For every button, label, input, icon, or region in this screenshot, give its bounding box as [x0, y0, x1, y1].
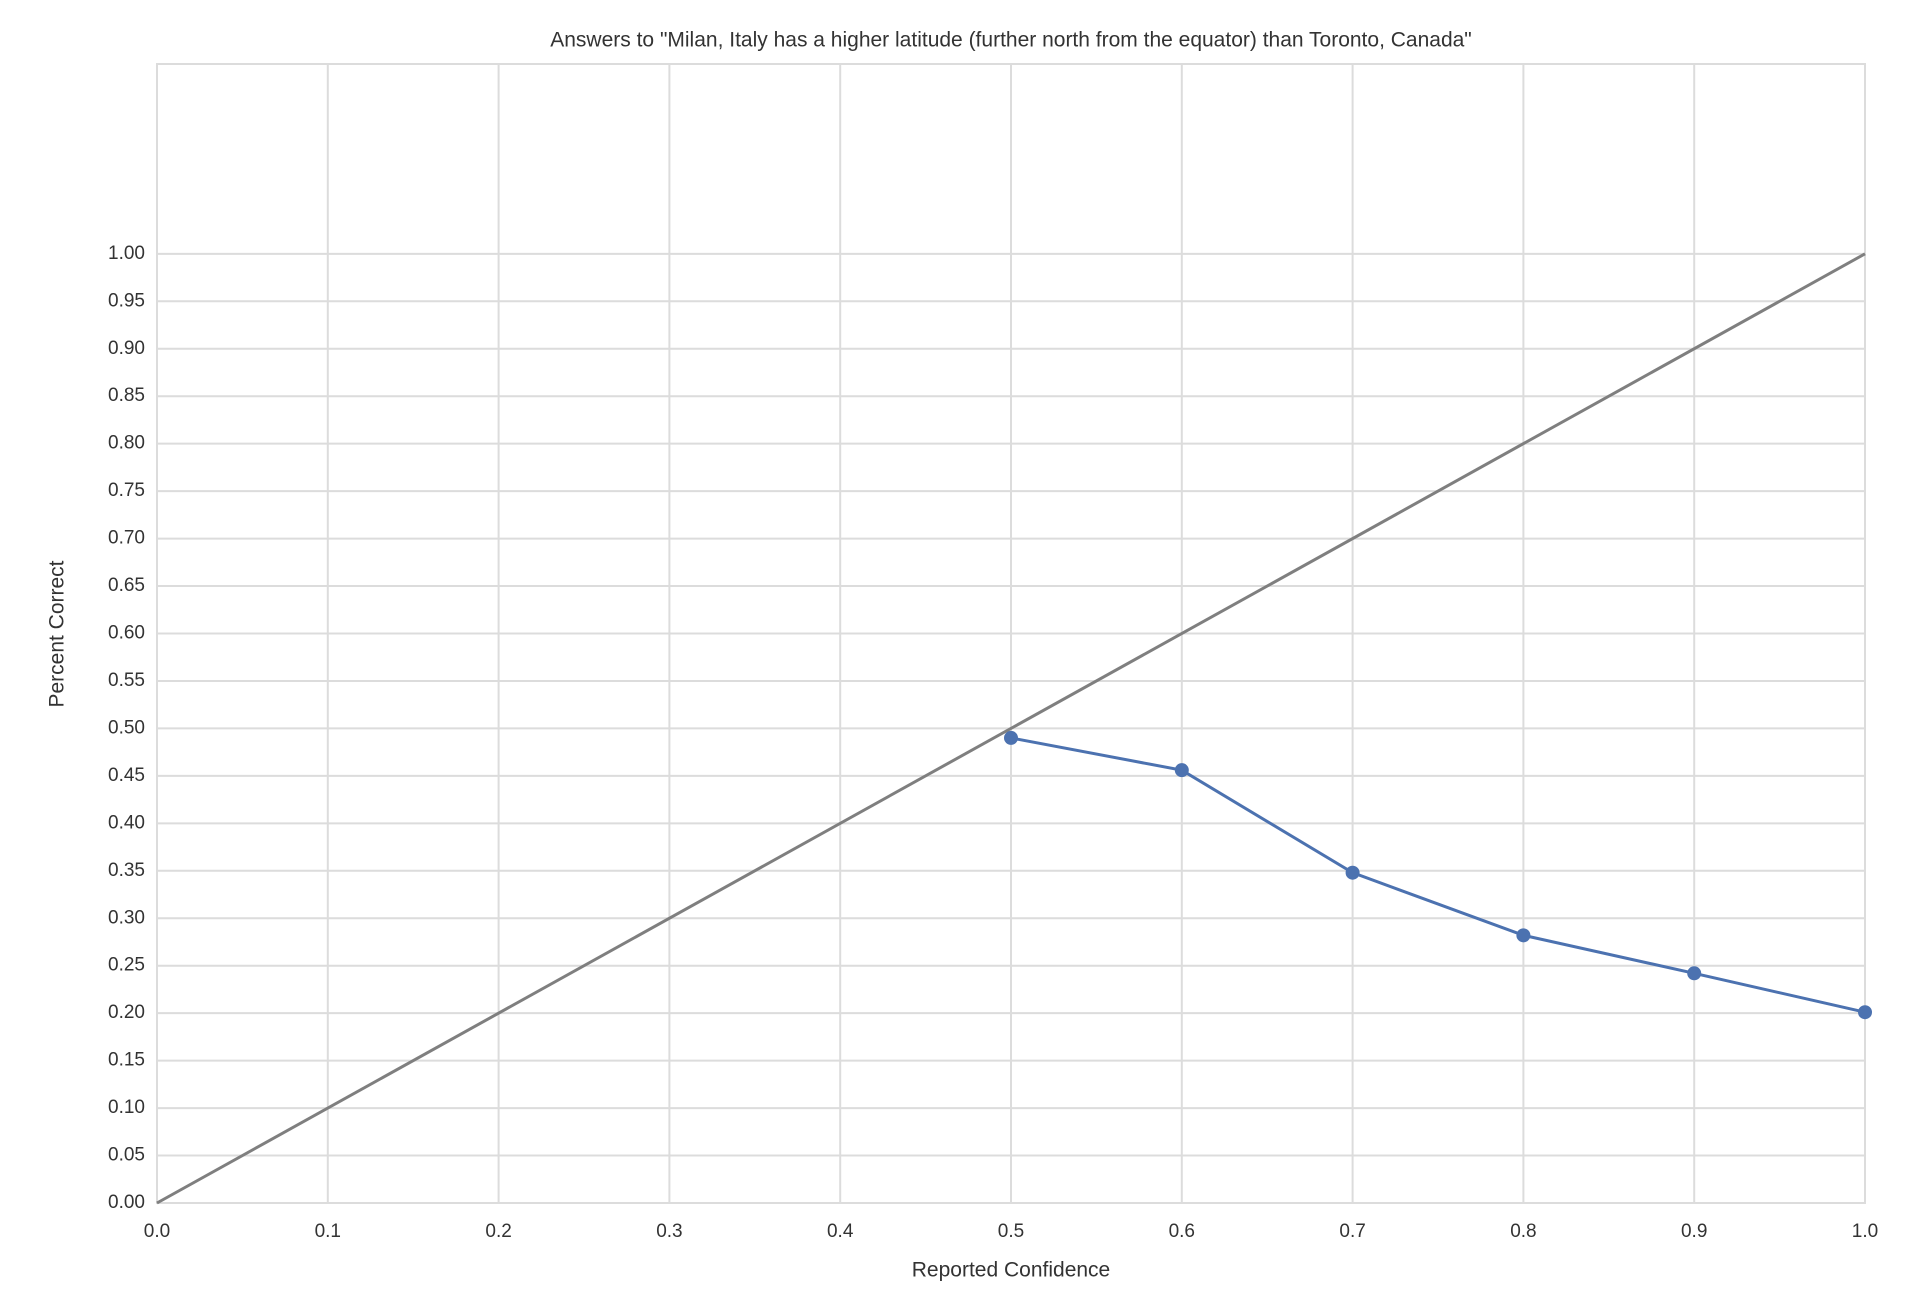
- y-tick-label: 0.55: [108, 670, 145, 691]
- y-tick-label: 0.30: [108, 907, 145, 928]
- y-tick-label: 0.60: [108, 623, 145, 644]
- chart-title: Answers to "Milan, Italy has a higher la…: [550, 29, 1472, 52]
- y-tick-label: 0.40: [108, 812, 145, 833]
- y-tick-label: 0.45: [108, 765, 145, 786]
- y-tick-label: 0.70: [108, 528, 145, 549]
- data-point: [1858, 1005, 1872, 1020]
- x-tick-label: 0.8: [1510, 1221, 1536, 1242]
- y-tick-label: 0.90: [108, 338, 145, 359]
- x-axis-label: Reported Confidence: [912, 1259, 1110, 1282]
- x-tick-label: 0.7: [1339, 1221, 1365, 1242]
- series-line: [1010, 736, 1866, 1014]
- x-tick-label: 1.0: [1852, 1221, 1878, 1242]
- y-axis-label: Percent Correct: [46, 560, 69, 707]
- data-point: [1516, 928, 1531, 943]
- y-tick-label: 0.35: [108, 860, 145, 881]
- x-tick-label: 0.6: [1169, 1221, 1195, 1242]
- x-tick-label: 0.9: [1681, 1221, 1707, 1242]
- series-line: [156, 252, 1866, 1205]
- data-point: [1345, 865, 1360, 880]
- y-tick-label: 0.65: [108, 575, 145, 596]
- y-tick-label: 0.00: [108, 1192, 145, 1213]
- y-tick-label: 0.95: [108, 290, 145, 311]
- data-point: [1004, 730, 1018, 745]
- y-tick-label: 0.85: [108, 385, 145, 406]
- y-tick-label: 0.75: [108, 480, 145, 501]
- x-tick-label: 0.3: [656, 1221, 682, 1242]
- y-tick-label: 1.00: [108, 243, 145, 264]
- y-tick-label: 0.05: [108, 1145, 145, 1166]
- data-point: [1687, 966, 1702, 981]
- y-tick-label: 0.20: [108, 1002, 145, 1023]
- x-tick-label: 0.2: [485, 1221, 511, 1242]
- y-tick-label: 0.25: [108, 955, 145, 976]
- y-tick-label: 0.80: [108, 433, 145, 454]
- x-tick-label: 0.0: [144, 1221, 170, 1242]
- data-point: [1174, 763, 1189, 778]
- y-tick-label: 0.15: [108, 1050, 145, 1071]
- y-tick-label: 0.10: [108, 1097, 145, 1118]
- x-tick-label: 0.5: [998, 1221, 1024, 1242]
- x-tick-label: 0.1: [315, 1221, 341, 1242]
- y-tick-label: 0.50: [108, 717, 145, 738]
- x-tick-label: 0.4: [827, 1221, 854, 1242]
